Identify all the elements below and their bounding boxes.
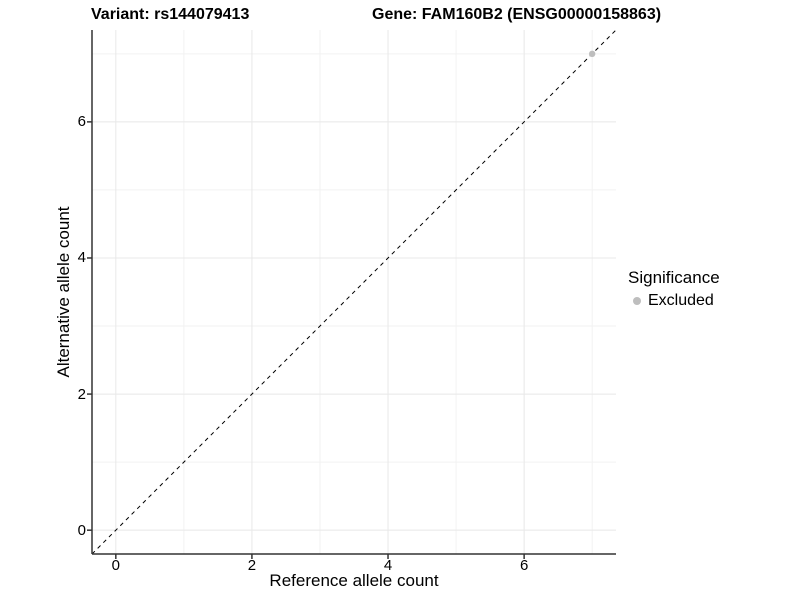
legend: Significance Excluded [628, 268, 720, 310]
x-tick-label: 6 [519, 557, 529, 574]
data-point-excluded [588, 50, 596, 58]
y-tick-label: 6 [77, 113, 86, 131]
y-tick-label: 2 [77, 385, 86, 403]
plot-title-variant: Variant: rs144079413 [91, 6, 250, 23]
x-tick-label: 0 [111, 557, 120, 574]
x-axis-title: Reference allele count [269, 571, 439, 590]
y-tick-label: 4 [77, 249, 86, 267]
x-tick-label: 2 [247, 557, 257, 574]
y-tick-label: 0 [77, 521, 86, 539]
x-tick-label: 4 [383, 557, 393, 574]
excluded-point-icon [633, 297, 641, 305]
legend-title: Significance [628, 268, 720, 287]
legend-key [628, 292, 646, 310]
plot-title-gene: Gene: FAM160B2 (ENSG00000158863) [372, 6, 662, 23]
legend-item-excluded: Excluded [628, 292, 720, 310]
legend-item-label: Excluded [648, 292, 714, 309]
y-axis-title: Alternative allele count [54, 206, 73, 378]
identity-line [91, 29, 617, 555]
